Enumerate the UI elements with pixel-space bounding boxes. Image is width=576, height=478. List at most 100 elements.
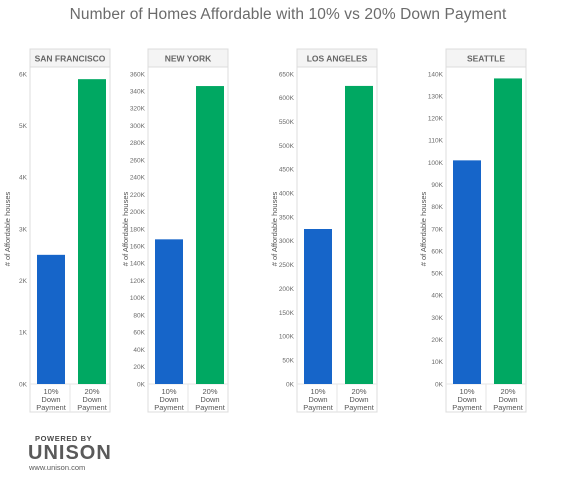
category-label: Payment xyxy=(493,403,524,412)
category-label: Down xyxy=(457,395,476,404)
y-tick-label: 6K xyxy=(19,71,28,78)
y-tick-label: 300K xyxy=(130,123,146,130)
y-tick-label: 0K xyxy=(19,381,28,388)
bar-20-percent xyxy=(78,79,106,385)
y-tick-label: 40K xyxy=(431,293,443,300)
category-label: Payment xyxy=(303,403,334,412)
y-tick-label: 50K xyxy=(431,271,443,278)
category-label: 10% xyxy=(161,387,176,396)
category-label: 20% xyxy=(500,387,515,396)
y-tick-label: 50K xyxy=(282,357,294,364)
y-tick-label: 240K xyxy=(130,175,146,182)
category-label: Payment xyxy=(36,403,67,412)
y-tick-label: 130K xyxy=(428,93,444,100)
category-label: 10% xyxy=(310,387,325,396)
bar-20-percent xyxy=(345,85,373,384)
unison-logo: UNISON xyxy=(28,442,112,464)
category-label: Down xyxy=(308,395,327,404)
category-label: Down xyxy=(200,395,219,404)
y-tick-label: 650K xyxy=(279,71,295,78)
website-url: www.unison.com xyxy=(29,463,86,472)
y-tick-label: 2K xyxy=(19,278,28,285)
y-tick-label: 30K xyxy=(431,315,443,322)
y-tick-label: 160K xyxy=(130,244,146,251)
y-tick-label: 20K xyxy=(431,337,443,344)
y-tick-label: 100K xyxy=(428,160,444,167)
y-axis-title: # of Affordable houses xyxy=(121,192,130,267)
y-axis-title: # of Affordable houses xyxy=(3,192,12,267)
chart-title: Number of Homes Affordable with 10% vs 2… xyxy=(69,6,507,23)
bar-20-percent xyxy=(494,78,522,384)
y-tick-label: 350K xyxy=(279,214,295,221)
bar-10-percent xyxy=(304,229,332,384)
bar-10-percent xyxy=(155,239,183,384)
y-tick-label: 340K xyxy=(130,89,146,96)
y-tick-label: 200K xyxy=(130,209,146,216)
y-tick-label: 90K xyxy=(431,182,443,189)
category-label: 10% xyxy=(43,387,58,396)
y-tick-label: 400K xyxy=(279,191,295,198)
category-label: Down xyxy=(82,395,101,404)
bar-20-percent xyxy=(196,86,224,385)
y-tick-label: 300K xyxy=(279,238,295,245)
panel-header xyxy=(297,49,377,67)
y-tick-label: 100K xyxy=(279,334,295,341)
y-tick-label: 0K xyxy=(286,381,295,388)
panel-title: LOS ANGELES xyxy=(307,54,368,64)
y-tick-label: 5K xyxy=(19,123,28,130)
bar-10-percent xyxy=(453,160,481,384)
y-tick-label: 550K xyxy=(279,119,295,126)
y-tick-label: 4K xyxy=(19,175,28,182)
category-label: Down xyxy=(349,395,368,404)
y-axis-title: # of Affordable houses xyxy=(419,192,428,267)
y-tick-label: 110K xyxy=(428,138,443,145)
y-tick-label: 60K xyxy=(133,330,145,337)
y-tick-label: 120K xyxy=(130,278,146,285)
category-label: Payment xyxy=(77,403,108,412)
category-label: Payment xyxy=(452,403,483,412)
category-label: Payment xyxy=(154,403,185,412)
y-tick-label: 250K xyxy=(279,262,295,269)
y-tick-label: 280K xyxy=(130,140,146,147)
category-label: Payment xyxy=(344,403,375,412)
y-tick-label: 60K xyxy=(431,248,443,255)
panel-header xyxy=(446,49,526,67)
powered-by-label: POWERED BY xyxy=(35,434,93,443)
y-tick-label: 3K xyxy=(19,226,28,233)
y-tick-label: 320K xyxy=(130,106,146,113)
y-tick-label: 0K xyxy=(435,381,444,388)
branding: POWERED BY UNISON www.unison.com xyxy=(28,434,118,472)
category-label: 20% xyxy=(202,387,217,396)
panel-title: NEW YORK xyxy=(165,54,212,64)
y-tick-label: 0K xyxy=(137,381,146,388)
category-label: Payment xyxy=(195,403,226,412)
y-tick-label: 100K xyxy=(130,295,146,302)
y-tick-label: 20K xyxy=(133,364,145,371)
y-tick-label: 150K xyxy=(279,310,295,317)
bar-10-percent xyxy=(37,254,65,384)
y-tick-label: 140K xyxy=(428,71,444,78)
category-label: Down xyxy=(41,395,60,404)
y-tick-label: 600K xyxy=(279,95,295,102)
y-tick-label: 200K xyxy=(279,286,295,293)
y-tick-label: 80K xyxy=(431,204,443,211)
panel-header xyxy=(30,49,110,67)
y-tick-label: 220K xyxy=(130,192,146,199)
category-label: Down xyxy=(159,395,178,404)
category-label: Down xyxy=(498,395,517,404)
y-tick-label: 180K xyxy=(130,226,146,233)
y-axis-title: # of Affordable houses xyxy=(270,192,279,267)
y-tick-label: 120K xyxy=(428,116,444,123)
panel-title: SEATTLE xyxy=(467,54,505,64)
y-tick-label: 70K xyxy=(431,226,443,233)
y-tick-label: 450K xyxy=(279,167,295,174)
y-tick-label: 500K xyxy=(279,143,295,150)
category-label: 20% xyxy=(351,387,366,396)
y-tick-label: 40K xyxy=(133,347,145,354)
panel-title: SAN FRANCISCO xyxy=(35,54,106,64)
y-tick-label: 360K xyxy=(130,71,146,78)
category-label: 20% xyxy=(84,387,99,396)
category-label: 10% xyxy=(459,387,474,396)
y-tick-label: 260K xyxy=(130,157,146,164)
